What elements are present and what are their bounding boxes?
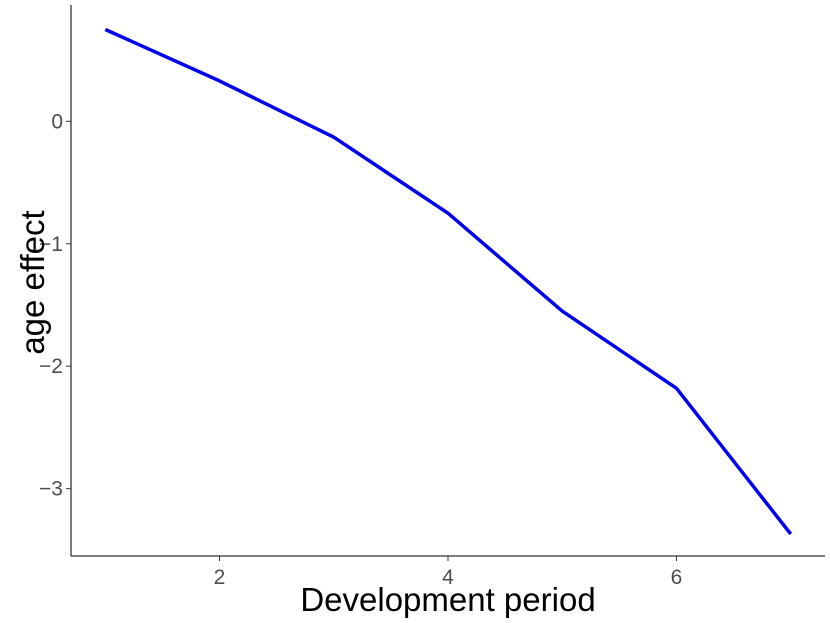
y-ticks: 0 −1 −2 −3: [39, 110, 71, 501]
series-line: [104, 27, 793, 536]
axes: [70, 5, 825, 557]
y-tick-label: −1: [39, 233, 63, 256]
y-tick-label: −2: [39, 355, 63, 378]
y-axis-title: age effect: [14, 210, 51, 354]
x-ticks: 2 4 6: [214, 556, 683, 589]
x-tick-label: 2: [214, 566, 226, 589]
series-layer: [104, 27, 793, 536]
y-tick-label: 0: [51, 110, 63, 133]
x-tick-label: 4: [442, 566, 454, 589]
x-axis-title: Development period: [300, 581, 595, 618]
x-tick-label: 6: [671, 566, 683, 589]
y-tick-label: −3: [39, 478, 63, 501]
